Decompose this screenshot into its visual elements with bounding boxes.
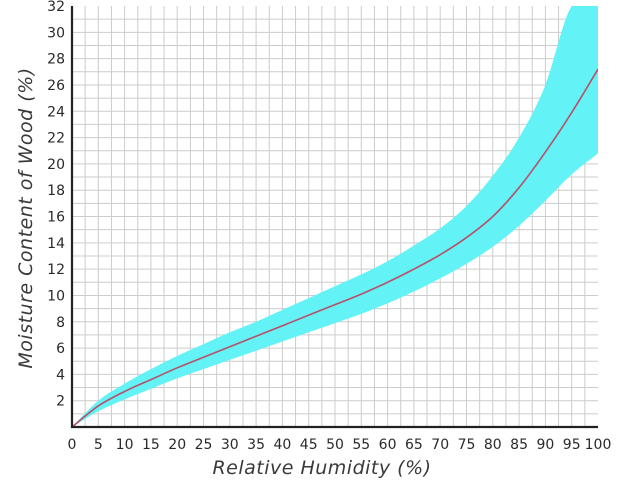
x-tick-label: 85 xyxy=(510,437,528,453)
y-tick-label: 2 xyxy=(56,394,65,410)
y-tick-label: 26 xyxy=(47,78,65,94)
y-tick-label: 14 xyxy=(47,236,65,252)
x-axis-title: Relative Humidity (%) xyxy=(212,457,431,479)
x-tick-label: 95 xyxy=(563,437,581,453)
x-tick-label: 0 xyxy=(68,437,77,453)
x-tick-label: 80 xyxy=(484,437,502,453)
axes xyxy=(70,6,598,429)
x-tick-label: 5 xyxy=(94,437,103,453)
y-tick-label: 10 xyxy=(47,288,65,304)
x-tick-label: 40 xyxy=(273,437,291,453)
x-tick-label: 60 xyxy=(379,437,397,453)
line-layer xyxy=(72,68,598,427)
y-axis-title: Moisture Content of Wood (%) xyxy=(15,67,37,368)
x-tick-label: 35 xyxy=(247,437,265,453)
y-tick-label: 28 xyxy=(47,52,65,68)
x-tick-label: 10 xyxy=(116,437,134,453)
y-tick-label: 22 xyxy=(47,131,65,147)
y-tick-label: 24 xyxy=(47,104,65,120)
x-tick-label: 45 xyxy=(300,437,318,453)
x-tick-label: 70 xyxy=(431,437,449,453)
x-tick-label: 25 xyxy=(195,437,213,453)
x-tick-label: 30 xyxy=(221,437,239,453)
grid xyxy=(72,6,598,427)
y-tick-label: 32 xyxy=(47,0,65,15)
tick-labels: 0 5 10 15 20 25 30 35 40 45 50 55 60 65 70 75 80 85 90 95 10… xyxy=(47,0,611,453)
y-tick-label: 18 xyxy=(47,183,65,199)
y-tick-label: 4 xyxy=(56,367,65,383)
x-tick-label: 75 xyxy=(458,437,476,453)
x-tick-label: 90 xyxy=(536,437,554,453)
y-tick-label: 8 xyxy=(56,315,65,331)
y-tick-label: 6 xyxy=(56,341,65,357)
x-tick-label: 50 xyxy=(326,437,344,453)
x-tick-label: 55 xyxy=(352,437,370,453)
x-tick-label: 65 xyxy=(405,437,423,453)
x-tick-label: 100 xyxy=(585,437,612,453)
x-tick-label: 20 xyxy=(168,437,186,453)
y-tick-label: 20 xyxy=(47,157,65,173)
y-tick-label: 16 xyxy=(47,210,65,226)
y-tick-label: 12 xyxy=(47,262,65,278)
y-tick-label: 30 xyxy=(47,25,65,41)
x-tick-label: 15 xyxy=(142,437,160,453)
moisture-curve xyxy=(72,68,598,427)
